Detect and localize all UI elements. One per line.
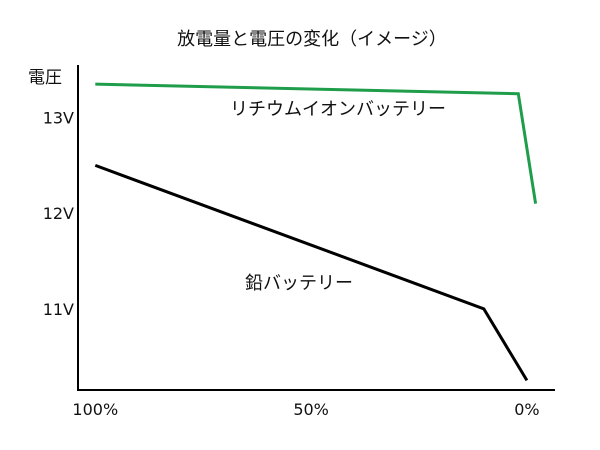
lithium-ion-battery-label: リチウムイオンバッテリー: [230, 99, 446, 120]
lead-acid-battery-line: [94, 163, 529, 382]
y-tick-labels: 13V 12V 11V: [43, 109, 74, 319]
y-tick-label: 11V: [43, 300, 74, 319]
x-tick-label: 50%: [293, 400, 329, 419]
x-tick-label: 100%: [72, 400, 118, 419]
x-tick-labels: 100% 50% 0%: [72, 400, 539, 419]
lead-acid-battery-label: 鉛バッテリー: [245, 273, 353, 294]
x-tick-label: 0%: [514, 400, 539, 419]
y-axis-label: 電圧: [28, 68, 62, 88]
lithium-ion-battery-line: [95, 82, 538, 204]
y-tick-label: 12V: [43, 204, 74, 223]
series-lines: [94, 82, 538, 382]
chart-title: 放電量と電圧の変化（イメージ）: [177, 29, 447, 50]
y-tick-label: 13V: [43, 109, 74, 128]
